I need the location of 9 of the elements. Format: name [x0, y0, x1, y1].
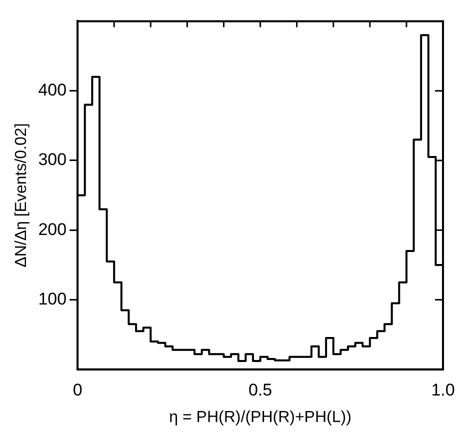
y-tick-label: 400 [38, 80, 67, 100]
x-tick-label: 0.5 [248, 380, 272, 400]
y-tick-label: 300 [38, 150, 67, 170]
x-axis-title: η = PH(R)/(PH(R)+PH(L)) [169, 408, 352, 426]
y-tick-label: 200 [38, 220, 67, 239]
x-tick-label: 1.0 [431, 380, 455, 400]
x-tick-label: 0 [72, 380, 82, 400]
y-tick-label: 100 [38, 289, 67, 308]
y-axis-title: ΔN/Δη [Events/0.02] [13, 123, 30, 268]
